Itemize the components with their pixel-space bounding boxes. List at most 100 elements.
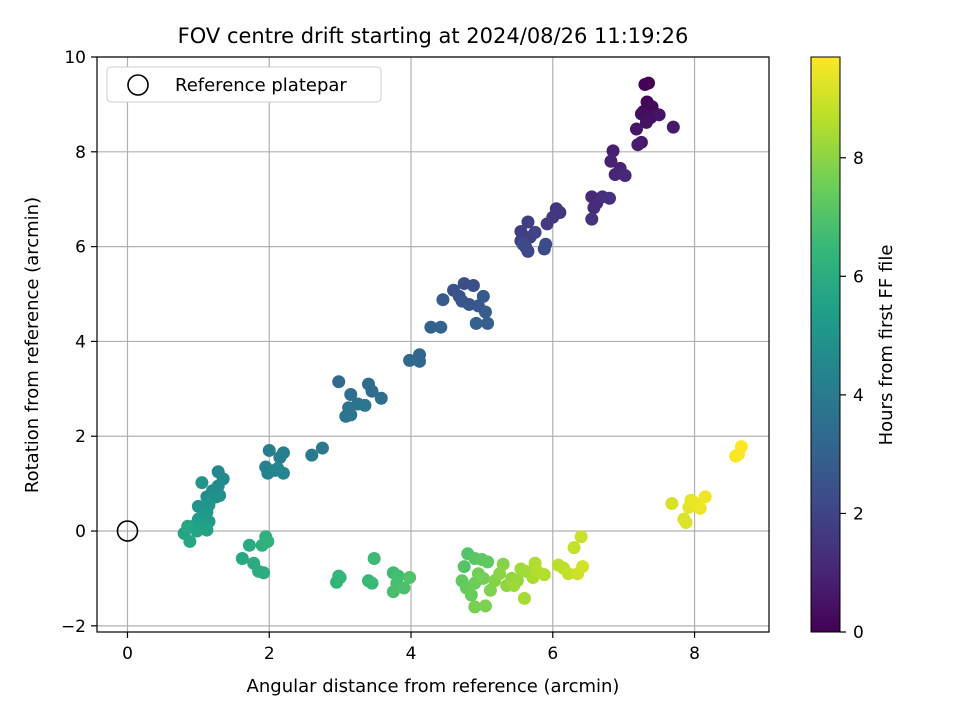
x-tick-label: 2 xyxy=(264,644,275,664)
data-point xyxy=(618,169,632,183)
colorbar-tick-label: 4 xyxy=(853,386,864,406)
data-point xyxy=(478,305,492,319)
legend: Reference platepar xyxy=(106,66,382,103)
plot-frame xyxy=(96,56,770,633)
data-point xyxy=(344,388,358,402)
data-point xyxy=(434,320,448,334)
data-point xyxy=(242,538,256,552)
data-point xyxy=(271,461,285,475)
data-point xyxy=(332,375,346,389)
data-point xyxy=(261,534,275,548)
data-point xyxy=(666,120,680,134)
data-point xyxy=(358,398,372,412)
data-point xyxy=(516,237,530,251)
colorbar: 0 2 4 6 8 Hours from first FF file xyxy=(810,56,897,643)
y-tick-label: 8 xyxy=(75,143,86,163)
data-point xyxy=(478,599,492,613)
data-point xyxy=(652,108,666,122)
x-tick-label: 4 xyxy=(406,644,417,664)
data-point xyxy=(200,523,214,537)
x-tick-label: 6 xyxy=(547,644,558,664)
data-point xyxy=(273,451,287,465)
x-tick-label: 8 xyxy=(689,644,700,664)
data-point xyxy=(481,555,495,569)
data-point xyxy=(386,585,400,599)
chart-title: FOV centre drift starting at 2024/08/26 … xyxy=(178,24,689,48)
data-point xyxy=(305,448,319,462)
y-tick-label: 4 xyxy=(75,332,86,352)
y-tick-label: 0 xyxy=(75,522,86,542)
data-point xyxy=(476,289,490,303)
data-point xyxy=(213,488,227,502)
data-point xyxy=(539,237,553,251)
data-point xyxy=(235,552,249,566)
data-point xyxy=(638,77,652,91)
x-tick-label: 0 xyxy=(122,644,133,664)
data-point xyxy=(262,443,276,457)
data-point xyxy=(507,579,521,593)
data-point xyxy=(424,320,438,334)
data-point xyxy=(528,225,542,239)
data-point xyxy=(587,201,601,215)
data-point xyxy=(567,541,581,555)
colorbar-tick-label: 6 xyxy=(853,267,864,287)
colorbar-tick-label: 2 xyxy=(853,504,864,524)
data-point xyxy=(629,122,643,136)
data-point xyxy=(665,497,679,511)
legend-box xyxy=(106,66,382,103)
y-tick-label: −2 xyxy=(61,617,86,637)
data-point xyxy=(315,441,329,455)
data-point xyxy=(631,138,645,152)
data-point xyxy=(367,552,381,566)
data-point xyxy=(257,566,271,580)
data-point xyxy=(540,217,554,231)
data-point xyxy=(576,560,590,574)
data-point xyxy=(604,154,618,168)
data-point xyxy=(679,515,693,529)
data-point xyxy=(181,519,195,533)
data-point xyxy=(493,567,507,581)
data-point xyxy=(333,570,347,584)
data-point xyxy=(476,571,490,585)
legend-label-reference: Reference platepar xyxy=(175,75,347,96)
data-point xyxy=(537,568,551,582)
data-point xyxy=(457,560,471,574)
data-point xyxy=(403,353,417,367)
y-axis-label: Rotation from reference (arcmin) xyxy=(22,197,43,493)
data-point xyxy=(574,530,588,544)
data-point xyxy=(365,384,379,398)
data-point xyxy=(693,501,707,515)
colorbar-ticks: 0 2 4 6 8 xyxy=(840,149,864,643)
data-point xyxy=(374,391,388,405)
data-point xyxy=(481,316,495,330)
data-point xyxy=(344,408,358,422)
data-point xyxy=(603,191,617,205)
x-axis-label: Angular distance from reference (arcmin) xyxy=(247,676,620,697)
data-point xyxy=(464,588,478,602)
data-point xyxy=(466,278,480,292)
data-point xyxy=(639,115,653,129)
data-point xyxy=(734,440,748,454)
data-point xyxy=(608,168,622,182)
data-point xyxy=(413,354,427,368)
y-tick-label: 10 xyxy=(64,48,86,68)
colorbar-tick-label: 0 xyxy=(853,623,864,643)
data-point xyxy=(517,591,531,605)
y-tick-label: 2 xyxy=(75,427,86,447)
data-point xyxy=(403,570,417,584)
colorbar-tick-label: 8 xyxy=(853,149,864,169)
data-point xyxy=(195,476,209,490)
y-tick-label: 6 xyxy=(75,238,86,258)
data-point xyxy=(469,316,483,330)
data-point xyxy=(397,581,411,595)
colorbar-label: Hours from first FF file xyxy=(876,245,897,446)
data-point xyxy=(468,600,482,614)
data-point xyxy=(183,534,197,548)
data-point xyxy=(436,293,450,307)
data-points xyxy=(177,76,748,614)
data-point xyxy=(585,212,599,226)
grid-lines xyxy=(97,56,769,632)
data-point xyxy=(606,144,620,158)
data-point xyxy=(698,490,712,504)
